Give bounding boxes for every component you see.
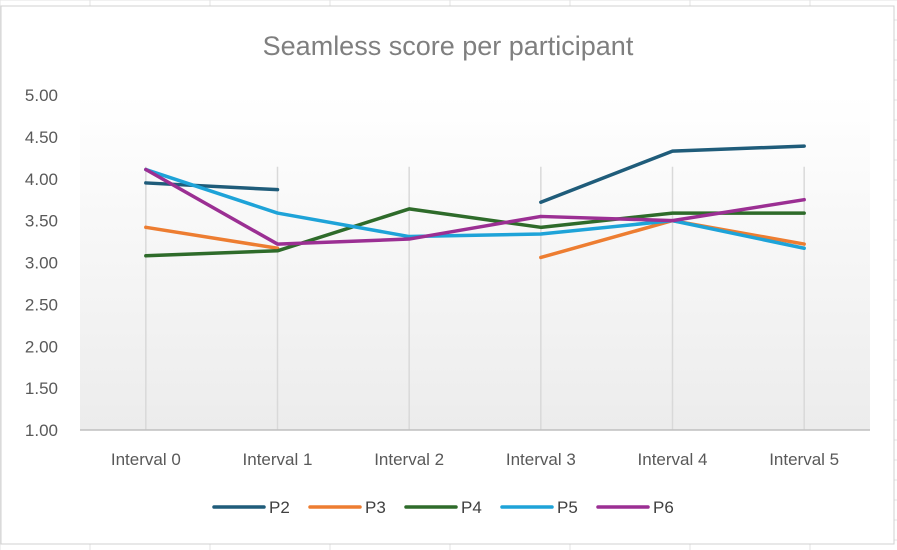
legend-label: P3 <box>365 498 386 517</box>
y-tick-label: 2.50 <box>25 295 58 314</box>
series-line-p5[interactable] <box>144 167 806 251</box>
x-tick-label: Interval 4 <box>638 450 708 469</box>
y-tick-label: 2.00 <box>25 337 58 356</box>
x-tick-label: Interval 3 <box>506 450 576 469</box>
y-tick-label: 3.50 <box>25 212 58 231</box>
x-axis-labels: Interval 0 Interval 1 Interval 2 Interval 3… <box>111 450 839 469</box>
legend-item-p6[interactable]: P6 <box>596 498 674 517</box>
legend-item-p3[interactable]: P3 <box>308 498 386 517</box>
series-line-p3[interactable] <box>144 225 280 251</box>
gridlines <box>145 166 805 430</box>
plot-area[interactable] <box>80 95 870 430</box>
series-p4[interactable] <box>144 207 806 258</box>
legend-label: P4 <box>461 498 482 517</box>
y-tick-label: 5.00 <box>25 86 58 105</box>
y-tick-label: 1.00 <box>25 421 58 440</box>
y-tick-label: 4.00 <box>25 170 58 189</box>
legend-label: P6 <box>653 498 674 517</box>
chart-title[interactable]: Seamless score per participant <box>263 31 634 61</box>
x-tick-label: Interval 2 <box>374 450 444 469</box>
series-p5[interactable] <box>144 167 806 251</box>
x-tick-label: Interval 5 <box>769 450 839 469</box>
series-p6[interactable] <box>144 167 806 246</box>
series-p2[interactable] <box>144 144 806 204</box>
y-tick-label: 1.50 <box>25 379 58 398</box>
series-lines[interactable] <box>144 144 806 260</box>
y-axis[interactable]: 1.00 1.50 2.00 2.50 3.00 3.50 4.00 4.50 5.00 <box>25 86 58 440</box>
y-tick-label: 3.00 <box>25 254 58 273</box>
legend-item-p2[interactable]: P2 <box>212 498 290 517</box>
series-line-p2[interactable] <box>144 181 280 192</box>
series-line-p6[interactable] <box>144 167 806 246</box>
x-tick-label: Interval 0 <box>111 450 181 469</box>
legend-item-p5[interactable]: P5 <box>500 498 578 517</box>
legend-label: P2 <box>269 498 290 517</box>
legend-label: P5 <box>557 498 578 517</box>
legend[interactable]: P2 P3 P4 P5 P6 <box>212 498 674 517</box>
y-tick-label: 4.50 <box>25 128 58 147</box>
x-tick-label: Interval 1 <box>243 450 313 469</box>
series-line-p2[interactable] <box>539 144 806 204</box>
series-line-p4[interactable] <box>144 207 806 258</box>
legend-item-p4[interactable]: P4 <box>404 498 482 517</box>
